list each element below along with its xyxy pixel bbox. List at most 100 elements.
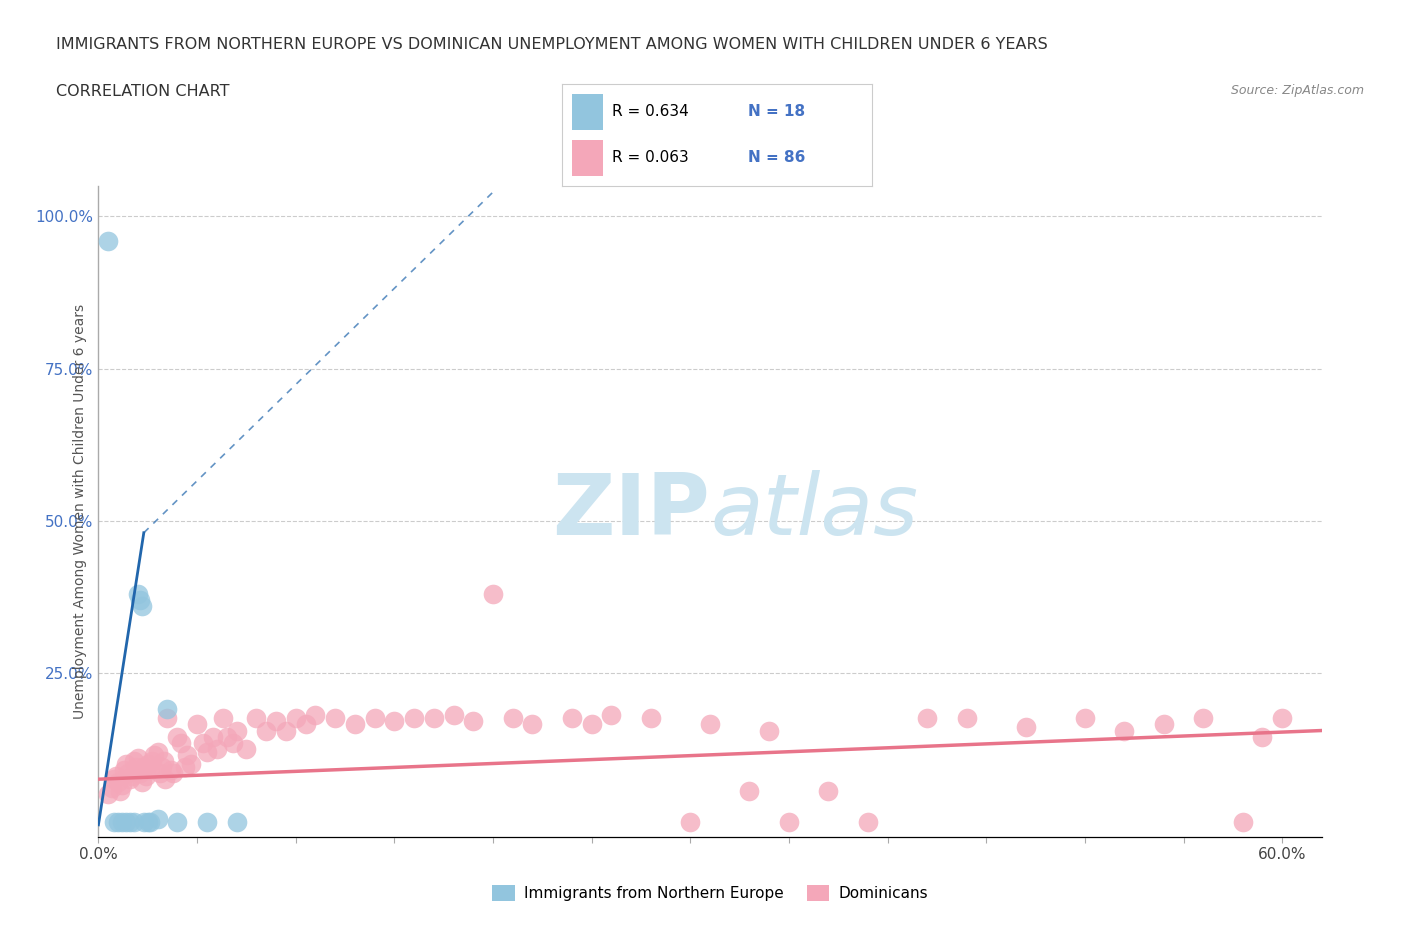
Point	[600, 708, 623, 723]
Point	[955, 711, 977, 725]
Point	[254, 724, 277, 738]
Point	[235, 741, 257, 756]
Point	[135, 769, 157, 784]
Point	[205, 741, 228, 756]
Text: ZIP: ZIP	[553, 470, 710, 553]
Bar	[572, 140, 603, 176]
Point	[1232, 815, 1254, 830]
Bar	[572, 94, 603, 130]
Point	[141, 753, 163, 768]
Point	[97, 787, 120, 802]
Text: atlas: atlas	[710, 470, 918, 553]
Point	[149, 765, 172, 780]
Point	[1251, 729, 1274, 744]
Point	[482, 586, 505, 601]
Point	[162, 765, 184, 780]
Point	[581, 717, 603, 732]
Point	[108, 784, 131, 799]
Point	[101, 781, 124, 796]
Text: N = 86: N = 86	[748, 150, 806, 165]
Point	[146, 744, 169, 759]
Point	[343, 717, 366, 732]
Point	[304, 708, 326, 723]
Point	[152, 753, 174, 768]
Point	[112, 763, 135, 777]
Point	[97, 233, 120, 248]
Point	[211, 711, 233, 725]
Text: IMMIGRANTS FROM NORTHERN EUROPE VS DOMINICAN UNEMPLOYMENT AMONG WOMEN WITH CHILD: IMMIGRANTS FROM NORTHERN EUROPE VS DOMIN…	[56, 37, 1047, 52]
Point	[679, 815, 702, 830]
Point	[128, 592, 150, 607]
Point	[294, 717, 316, 732]
Point	[117, 765, 139, 780]
Point	[111, 777, 134, 792]
Point	[166, 815, 188, 830]
Point	[382, 714, 405, 729]
Point	[105, 769, 128, 784]
Point	[738, 784, 761, 799]
Point	[146, 811, 169, 826]
Point	[156, 702, 179, 717]
Text: Source: ZipAtlas.com: Source: ZipAtlas.com	[1230, 84, 1364, 97]
Point	[817, 784, 839, 799]
Point	[1074, 711, 1097, 725]
Point	[284, 711, 307, 725]
Point	[522, 717, 544, 732]
Point	[136, 756, 159, 771]
Point	[225, 815, 247, 830]
Point	[118, 772, 141, 787]
Point	[107, 775, 129, 790]
Point	[463, 714, 485, 729]
Point	[103, 772, 125, 787]
Point	[176, 748, 198, 763]
Point	[215, 729, 238, 744]
Text: R = 0.634: R = 0.634	[612, 104, 689, 119]
Point	[758, 724, 780, 738]
Point	[131, 598, 153, 613]
Point	[127, 751, 149, 765]
Y-axis label: Unemployment Among Women with Children Under 6 years: Unemployment Among Women with Children U…	[73, 304, 87, 719]
Text: N = 18: N = 18	[748, 104, 806, 119]
Text: CORRELATION CHART: CORRELATION CHART	[56, 84, 229, 99]
Point	[274, 724, 297, 738]
Point	[131, 775, 153, 790]
Point	[155, 772, 177, 787]
Point	[150, 760, 173, 775]
Point	[115, 756, 138, 771]
Point	[561, 711, 583, 725]
Point	[174, 760, 197, 775]
Point	[363, 711, 385, 725]
Point	[122, 753, 145, 768]
Point	[166, 729, 188, 744]
Point	[127, 586, 149, 601]
Point	[128, 765, 150, 780]
Point	[915, 711, 938, 725]
Point	[121, 769, 143, 784]
Point	[502, 711, 524, 725]
Point	[1192, 711, 1215, 725]
Point	[443, 708, 465, 723]
Point	[1153, 717, 1175, 732]
Point	[115, 815, 138, 830]
Point	[142, 748, 165, 763]
Point	[191, 736, 214, 751]
Point	[118, 815, 141, 830]
Point	[221, 736, 243, 751]
Point	[180, 756, 202, 771]
Point	[225, 724, 247, 738]
Point	[138, 763, 160, 777]
Point	[201, 729, 224, 744]
Point	[132, 815, 155, 830]
Point	[778, 815, 800, 830]
Point	[404, 711, 426, 725]
Point	[1015, 720, 1038, 735]
Point	[125, 760, 148, 775]
Point	[186, 717, 208, 732]
Point	[195, 744, 218, 759]
Point	[160, 763, 183, 777]
Point	[136, 815, 159, 830]
Point	[111, 815, 134, 830]
Point	[856, 815, 879, 830]
Point	[640, 711, 662, 725]
Point	[170, 736, 193, 751]
